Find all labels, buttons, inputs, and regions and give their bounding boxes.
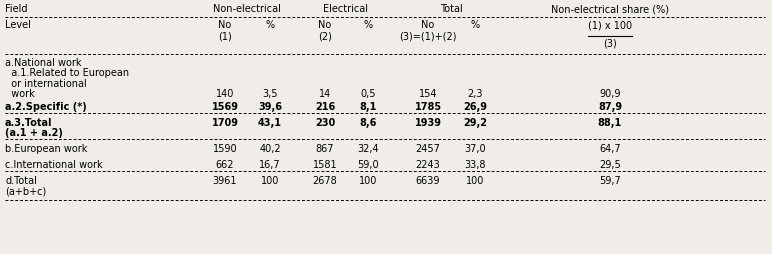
- Text: 29,5: 29,5: [599, 159, 621, 169]
- Text: (a+b+c): (a+b+c): [5, 186, 46, 196]
- Text: No
(1): No (1): [218, 20, 232, 41]
- Text: Electrical: Electrical: [323, 4, 368, 14]
- Text: %: %: [364, 20, 373, 30]
- Text: c.International work: c.International work: [5, 159, 103, 169]
- Text: 662: 662: [215, 159, 234, 169]
- Text: 32,4: 32,4: [357, 144, 379, 153]
- Text: 59,0: 59,0: [357, 159, 379, 169]
- Text: Field: Field: [5, 4, 28, 14]
- Text: b.European work: b.European work: [5, 144, 87, 153]
- Text: Level: Level: [5, 20, 31, 30]
- Text: a.3.Total: a.3.Total: [5, 118, 52, 128]
- Text: a.National work: a.National work: [5, 58, 82, 68]
- Text: 14: 14: [319, 89, 331, 99]
- Text: 154: 154: [418, 89, 437, 99]
- Text: 3,5: 3,5: [262, 89, 278, 99]
- Text: 37,0: 37,0: [464, 144, 486, 153]
- Text: 3961: 3961: [213, 175, 237, 185]
- Text: Non-electrical: Non-electrical: [213, 4, 281, 14]
- Text: 100: 100: [359, 175, 378, 185]
- Text: 26,9: 26,9: [463, 102, 487, 112]
- Text: 867: 867: [316, 144, 334, 153]
- Text: 0,5: 0,5: [361, 89, 376, 99]
- Text: 43,1: 43,1: [258, 118, 282, 128]
- Text: 230: 230: [315, 118, 335, 128]
- Text: 88,1: 88,1: [598, 118, 622, 128]
- Text: d.Total: d.Total: [5, 175, 37, 185]
- Text: 100: 100: [466, 175, 484, 185]
- Text: 100: 100: [261, 175, 279, 185]
- Text: Non-electrical share (%): Non-electrical share (%): [551, 4, 669, 14]
- Text: a.2.Specific (*): a.2.Specific (*): [5, 102, 86, 112]
- Text: 90,9: 90,9: [599, 89, 621, 99]
- Text: 1590: 1590: [213, 144, 237, 153]
- Text: a.1.Related to European: a.1.Related to European: [5, 68, 129, 78]
- Text: %: %: [470, 20, 479, 30]
- Text: (a.1 + a.2): (a.1 + a.2): [5, 128, 63, 138]
- Text: (3): (3): [603, 38, 617, 48]
- Text: %: %: [266, 20, 275, 30]
- Text: (1) x 100: (1) x 100: [588, 20, 632, 30]
- Text: 2678: 2678: [313, 175, 337, 185]
- Text: No
(3)=(1)+(2): No (3)=(1)+(2): [399, 20, 457, 41]
- Text: 59,7: 59,7: [599, 175, 621, 185]
- Text: 1709: 1709: [212, 118, 239, 128]
- Text: 2243: 2243: [415, 159, 440, 169]
- Text: 6639: 6639: [416, 175, 440, 185]
- Text: 216: 216: [315, 102, 335, 112]
- Text: 1939: 1939: [415, 118, 442, 128]
- Text: 1581: 1581: [313, 159, 337, 169]
- Text: work: work: [5, 89, 35, 99]
- Text: 64,7: 64,7: [599, 144, 621, 153]
- Text: or international: or international: [5, 79, 86, 89]
- Text: 87,9: 87,9: [598, 102, 622, 112]
- Text: 40,2: 40,2: [259, 144, 281, 153]
- Text: 29,2: 29,2: [463, 118, 487, 128]
- Text: 8,6: 8,6: [359, 118, 377, 128]
- Text: 16,7: 16,7: [259, 159, 281, 169]
- Text: 140: 140: [216, 89, 234, 99]
- Text: No
(2): No (2): [318, 20, 332, 41]
- Text: Total: Total: [439, 4, 462, 14]
- Text: 2457: 2457: [415, 144, 441, 153]
- Text: 2,3: 2,3: [467, 89, 482, 99]
- Text: 8,1: 8,1: [359, 102, 377, 112]
- Text: 33,8: 33,8: [464, 159, 486, 169]
- Text: 1785: 1785: [415, 102, 442, 112]
- Text: 39,6: 39,6: [258, 102, 282, 112]
- Text: 1569: 1569: [212, 102, 239, 112]
